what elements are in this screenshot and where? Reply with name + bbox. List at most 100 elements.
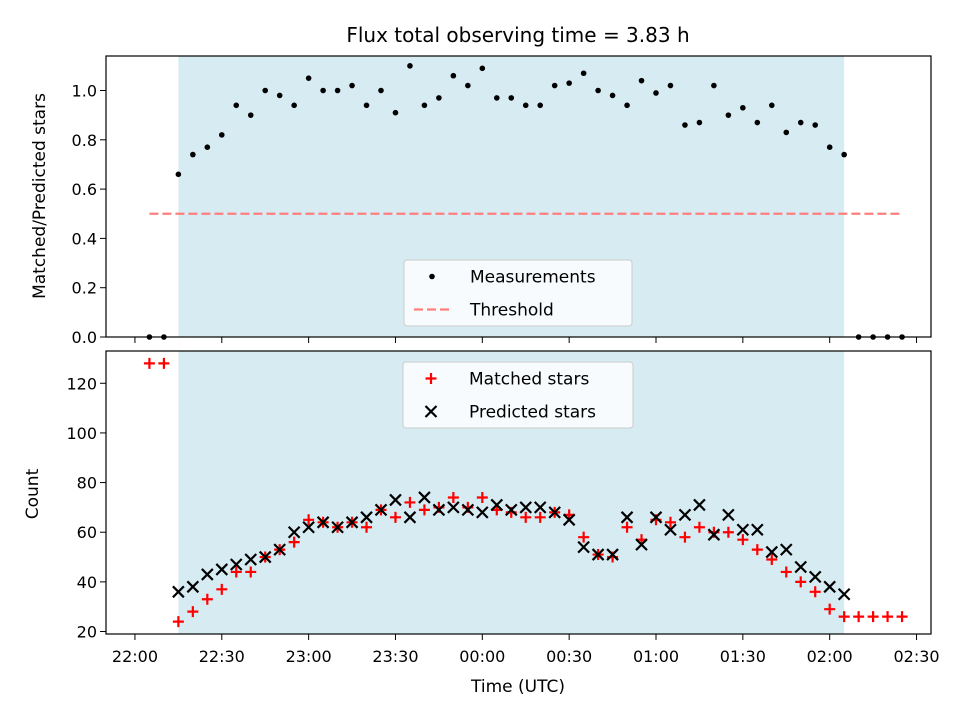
matched-star-point [158,357,170,369]
measurement-point [624,102,630,109]
matched-star-point [534,511,546,523]
predicted-star-point [504,503,518,517]
measurement-point [682,122,688,128]
predicted-star-point [722,508,735,522]
predicted-star-point [316,516,330,529]
y-tick-label: 40 [77,573,97,592]
measurement-point [797,119,804,126]
measurement-point [725,112,732,118]
legend-box [403,259,633,327]
predicted-star-point [837,588,851,601]
measurement-point [551,82,558,89]
predicted-star-point [418,491,431,504]
matched-star-point [679,531,691,543]
predicted-star-point [476,506,489,519]
predicted-star-point [635,538,648,551]
predicted-star-point [302,520,315,534]
measurement-point [305,75,312,81]
measurement-point [841,151,847,158]
matched-star-point [187,606,199,618]
predicted-star-point [794,560,808,574]
y-tick-label: 20 [77,623,97,642]
measurement-point [740,104,746,111]
predicted-star-point [620,511,634,524]
measurement-point [407,63,413,69]
matched-star-point [882,611,894,623]
measurement-point [276,92,283,99]
measurement-point [609,92,616,99]
series-predicted-stars [172,491,851,601]
measurement-point [262,87,269,94]
measurement-point [320,87,326,94]
legend-box [402,361,634,429]
matched-star-point [838,611,850,623]
matched-star-point [143,357,155,369]
legend-marker-dot [429,273,435,280]
x-tick-label: 00:30 [546,647,592,666]
matched-star-point [824,603,836,615]
measurement-point [696,119,703,126]
matched-star-point [201,593,213,605]
measurement-point [247,112,254,118]
x-tick-label: 22:00 [112,647,158,666]
measurement-point [522,102,529,109]
measurement-point [349,82,355,89]
top-y-axis-label: Matched/Predicted stars [30,93,50,299]
x-tick-label: 00:00 [459,647,505,666]
predicted-star-point [664,523,677,537]
y-tick-label: 60 [77,523,97,542]
predicted-star-point [447,501,460,514]
measurement-point [378,87,384,94]
legend-label: Threshold [469,301,554,321]
x-tick-label: 22:30 [199,647,245,666]
x-tick-label: 01:00 [633,647,679,666]
measurement-point [392,109,399,116]
measurement-point [653,90,659,96]
predicted-star-point [360,511,373,524]
axes-frame [105,55,932,338]
matched-star-point [389,511,401,523]
axes-frame [105,350,932,635]
x-axis-label: Time (UTC) [470,677,565,697]
matched-star-point [751,544,763,556]
y-tick-label: 80 [77,474,97,493]
predicted-star-point [287,525,301,539]
y-tick-label: 0.8 [72,131,97,150]
matched-star-point [418,504,430,516]
y-tick-label: 0.4 [72,229,97,248]
measurement-point [450,72,457,79]
y-tick-label: 0.2 [72,279,97,298]
predicted-star-point [244,553,258,566]
bottom-y-axis-label: Count [23,468,43,519]
measurement-point [204,144,211,151]
measurement-point [334,87,341,94]
matched-star-point [361,521,373,533]
measurement-point [754,119,761,126]
measurement-point [493,95,500,101]
matched-star-point [780,566,792,578]
predicted-star-point [678,508,692,522]
y-tick-label: 100 [66,424,97,443]
legend: Matched stars Predicted stars [402,361,634,429]
y-tick-label: 0.6 [72,180,97,199]
legend-marker-plus [425,373,437,384]
measurement-point [566,80,572,86]
measurement-point [190,151,196,158]
matched-star-point [853,611,865,623]
matched-star-point [766,554,778,566]
matched-star-point [520,511,532,523]
predicted-star-point [693,498,706,512]
matched-star-point [896,611,908,623]
matched-star-point [664,516,676,528]
y-tick-label: 120 [66,374,97,393]
matched-star-point [476,491,488,503]
matched-star-point [404,496,416,508]
matched-star-point [809,586,821,598]
measurement-point [508,95,515,101]
measurement-point [233,102,240,109]
predicted-star-point [172,585,185,599]
matched-star-point [737,534,749,546]
predicted-star-point [374,503,388,517]
predicted-star-point [331,520,344,534]
